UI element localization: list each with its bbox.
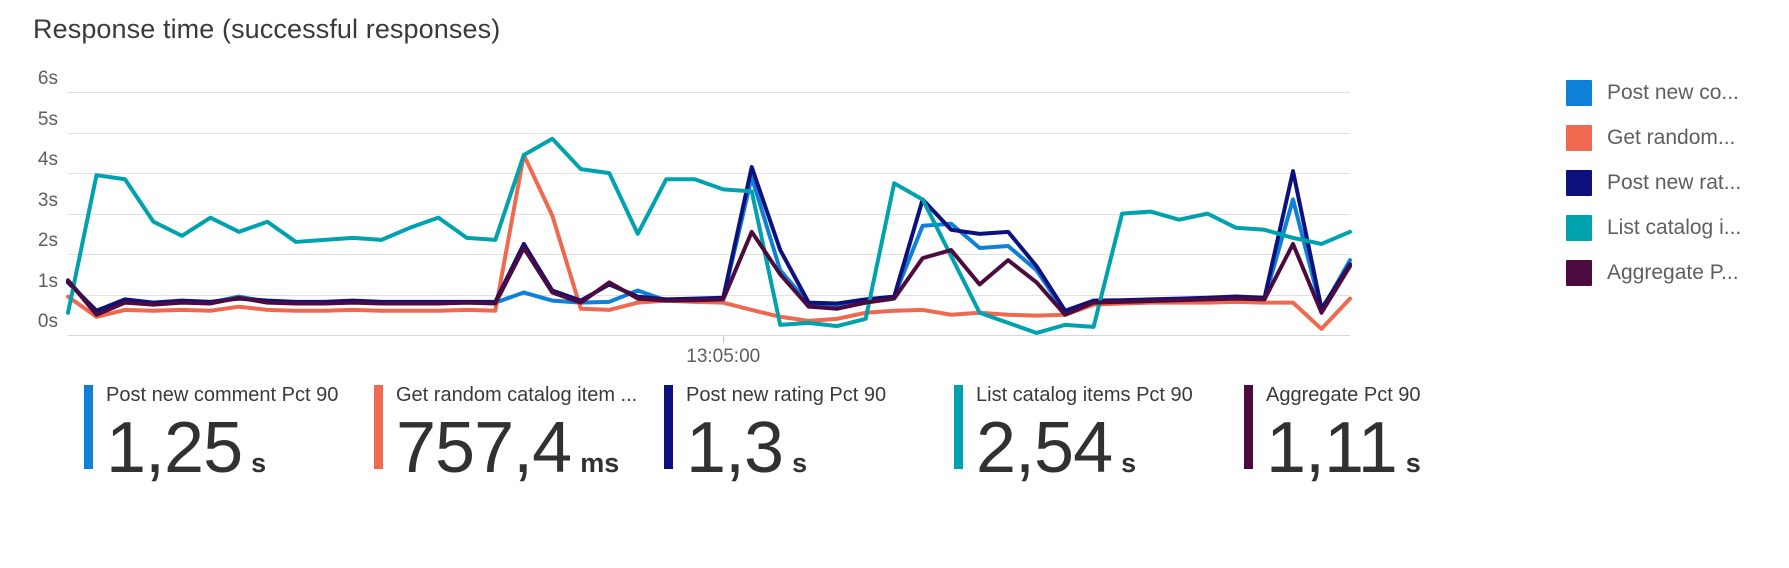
- metric-card[interactable]: Aggregate Pct 90 1,11 s: [1244, 382, 1534, 562]
- gridline: [68, 213, 1350, 215]
- response-time-chart: 0s 1s 2s 3s 4s 5s 6s 13:05:00: [0, 60, 1560, 370]
- metric-card-number: 757,4: [396, 408, 572, 488]
- metric-card[interactable]: Get random catalog item ... 757,4 ms: [374, 382, 664, 562]
- metric-card-label: List catalog items Pct 90: [976, 384, 1193, 406]
- metric-card-number: 2,54: [976, 408, 1113, 488]
- legend-color-swatch: [1566, 124, 1592, 151]
- metric-card-value: 2,54 s: [976, 410, 1193, 486]
- legend-item[interactable]: Aggregate P...: [1566, 250, 1789, 295]
- metric-card-unit: s: [792, 448, 808, 478]
- plot-area: 0s 1s 2s 3s 4s 5s 6s: [38, 68, 1350, 336]
- page-title: Response time (successful responses): [33, 14, 501, 44]
- metric-card-number: 1,11: [1266, 408, 1398, 488]
- metric-cards: Post new comment Pct 90 1,25 s Get random c…: [84, 382, 1544, 562]
- metric-card[interactable]: List catalog items Pct 90 2,54 s: [954, 382, 1244, 562]
- series-line: [68, 232, 1350, 315]
- metric-card-unit: s: [1405, 448, 1421, 478]
- legend-item[interactable]: List catalog i...: [1566, 205, 1789, 250]
- metric-card-unit: s: [1121, 448, 1137, 478]
- metric-card-color-bar: [84, 385, 93, 469]
- gridline: [68, 173, 1350, 175]
- metric-card[interactable]: Post new rating Pct 90 1,3 s: [664, 382, 954, 562]
- metric-card-unit: s: [251, 448, 267, 478]
- x-axis-line: [68, 335, 1350, 336]
- legend-item-label: List catalog i...: [1607, 215, 1742, 239]
- legend-color-swatch: [1566, 169, 1592, 196]
- y-axis-tick-label: 3s: [37, 189, 58, 211]
- y-axis-tick-label: 0s: [37, 311, 58, 332]
- gridline: [68, 254, 1350, 256]
- metric-card-label: Aggregate Pct 90: [1266, 384, 1421, 406]
- metric-card-label: Get random catalog item ...: [396, 384, 638, 406]
- gridline: [68, 132, 1350, 134]
- metric-card-body: Post new comment Pct 90 1,25 s: [93, 382, 338, 562]
- legend-item-label: Get random...: [1607, 125, 1736, 149]
- legend-color-swatch: [1566, 259, 1592, 286]
- metric-card-value: 757,4 ms: [396, 410, 637, 486]
- metric-card-value: 1,3 s: [686, 410, 886, 486]
- metric-card-color-bar: [1244, 385, 1253, 469]
- metric-card-body: Get random catalog item ... 757,4 ms: [383, 382, 637, 562]
- legend-item[interactable]: Post new co...: [1566, 70, 1789, 115]
- series-line: [68, 167, 1350, 311]
- x-axis-tick-mark: [723, 336, 725, 343]
- x-axis-tick-label: 13:05:00: [686, 346, 761, 367]
- metric-card-color-bar: [954, 385, 963, 469]
- metric-card-label: Post new rating Pct 90: [686, 384, 887, 406]
- legend-color-swatch: [1566, 214, 1592, 241]
- gridline: [68, 294, 1350, 296]
- metric-card-body: List catalog items Pct 90 2,54 s: [963, 382, 1193, 562]
- legend-item-label: Post new co...: [1607, 80, 1739, 104]
- y-axis-tick-label: 1s: [37, 270, 58, 292]
- metric-card-value: 1,11 s: [1266, 410, 1421, 486]
- legend-item-label: Aggregate P...: [1607, 260, 1739, 284]
- legend-item-label: Post new rat...: [1607, 170, 1742, 194]
- y-axis-tick-label: 6s: [37, 68, 58, 90]
- chart-legend: Post new co... Get random... Post new rat.…: [1566, 70, 1789, 295]
- metric-card-unit: ms: [580, 448, 620, 478]
- series-line: [68, 177, 1350, 313]
- legend-item[interactable]: Post new rat...: [1566, 160, 1789, 205]
- y-axis-tick-label: 5s: [37, 108, 58, 130]
- y-axis-tick-label: 4s: [37, 149, 58, 171]
- metric-card-number: 1,3: [686, 408, 784, 488]
- y-axis-tick-label: 2s: [37, 230, 58, 252]
- metric-card-label: Post new comment Pct 90: [106, 384, 339, 406]
- metric-card[interactable]: Post new comment Pct 90 1,25 s: [84, 382, 374, 562]
- metric-card-body: Post new rating Pct 90 1,3 s: [673, 382, 886, 562]
- metric-card-value: 1,25 s: [106, 410, 338, 486]
- metric-card-color-bar: [664, 385, 673, 469]
- metric-card-number: 1,25: [106, 408, 243, 488]
- metric-card-color-bar: [374, 385, 383, 469]
- legend-item[interactable]: Get random...: [1566, 115, 1789, 160]
- metric-card-body: Aggregate Pct 90 1,11 s: [1253, 382, 1421, 562]
- series-lines: [68, 72, 1350, 335]
- series-line: [68, 139, 1350, 333]
- legend-color-swatch: [1566, 79, 1592, 106]
- gridline: [68, 92, 1350, 94]
